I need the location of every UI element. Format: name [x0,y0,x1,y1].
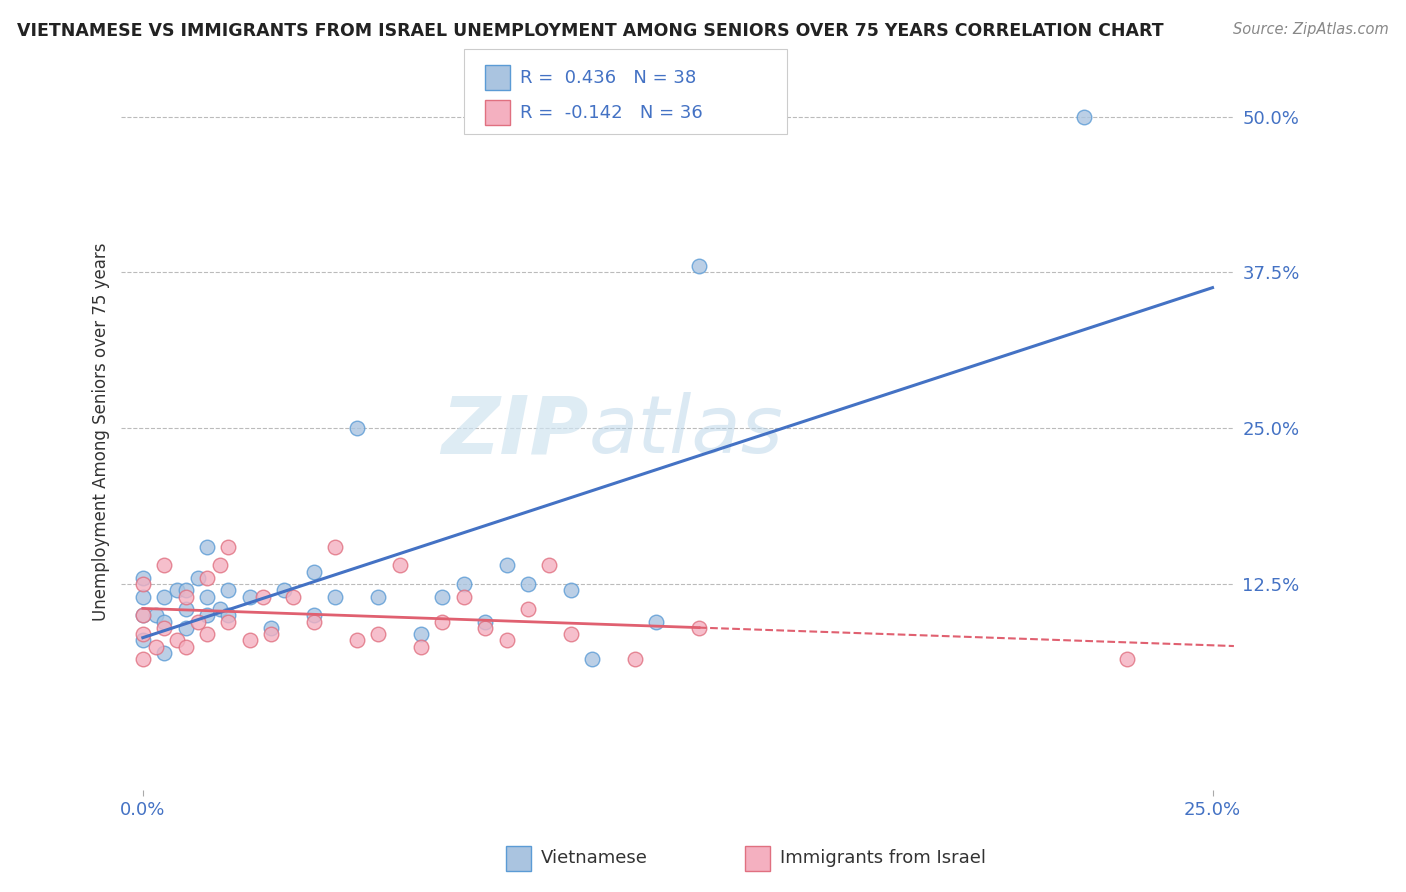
Point [560,583,582,598]
Point [581,652,603,666]
Point [302,615,325,629]
Point [132,633,155,648]
Point [453,577,475,591]
Text: Vietnamese: Vietnamese [541,849,648,867]
Text: R =  0.436   N = 38: R = 0.436 N = 38 [520,69,696,87]
Point [688,259,710,273]
Y-axis label: Unemployment Among Seniors over 75 years: Unemployment Among Seniors over 75 years [93,243,110,621]
Point [195,590,218,604]
Point [325,590,347,604]
Point [325,540,347,554]
Point [516,602,538,616]
Point [208,558,231,573]
Point [174,602,197,616]
Point [132,590,155,604]
Point [217,615,239,629]
Point [208,602,231,616]
Point [346,633,368,648]
Text: Immigrants from Israel: Immigrants from Israel [780,849,987,867]
Point [195,627,218,641]
Point [217,608,239,623]
Point [388,558,411,573]
Point [239,590,262,604]
Point [195,540,218,554]
Point [645,615,668,629]
Point [187,571,209,585]
Point [367,627,389,641]
Point [153,615,176,629]
Point [174,640,197,654]
Point [495,633,517,648]
Point [132,608,155,623]
Point [432,615,454,629]
Point [346,421,368,435]
Point [217,540,239,554]
Point [432,590,454,604]
Point [132,652,155,666]
Point [273,583,295,598]
Point [166,633,188,648]
Point [195,608,218,623]
Point [195,571,218,585]
Point [302,608,325,623]
Point [217,583,239,598]
Point [239,633,262,648]
Point [145,608,167,623]
Point [688,621,710,635]
Point [252,590,274,604]
Point [260,621,283,635]
Point [260,627,283,641]
Point [516,577,538,591]
Point [132,577,155,591]
Point [560,627,582,641]
Point [538,558,561,573]
Point [474,615,496,629]
Point [145,640,167,654]
Point [153,558,176,573]
Point [132,627,155,641]
Point [153,590,176,604]
Point [174,590,197,604]
Point [174,583,197,598]
Point [132,608,155,623]
Point [1073,110,1095,124]
Point [174,621,197,635]
Point [624,652,647,666]
Point [153,646,176,660]
Point [302,565,325,579]
Text: Source: ZipAtlas.com: Source: ZipAtlas.com [1233,22,1389,37]
Point [1116,652,1139,666]
Point [409,627,432,641]
Point [187,615,209,629]
Point [409,640,432,654]
Text: VIETNAMESE VS IMMIGRANTS FROM ISRAEL UNEMPLOYMENT AMONG SENIORS OVER 75 YEARS CO: VIETNAMESE VS IMMIGRANTS FROM ISRAEL UNE… [17,22,1164,40]
Text: ZIP: ZIP [441,392,589,470]
Text: R =  -0.142   N = 36: R = -0.142 N = 36 [520,103,703,121]
Point [166,583,188,598]
Point [153,621,176,635]
Point [367,590,389,604]
Point [495,558,517,573]
Point [453,590,475,604]
Text: atlas: atlas [589,392,783,470]
Point [281,590,304,604]
Point [132,571,155,585]
Point [474,621,496,635]
